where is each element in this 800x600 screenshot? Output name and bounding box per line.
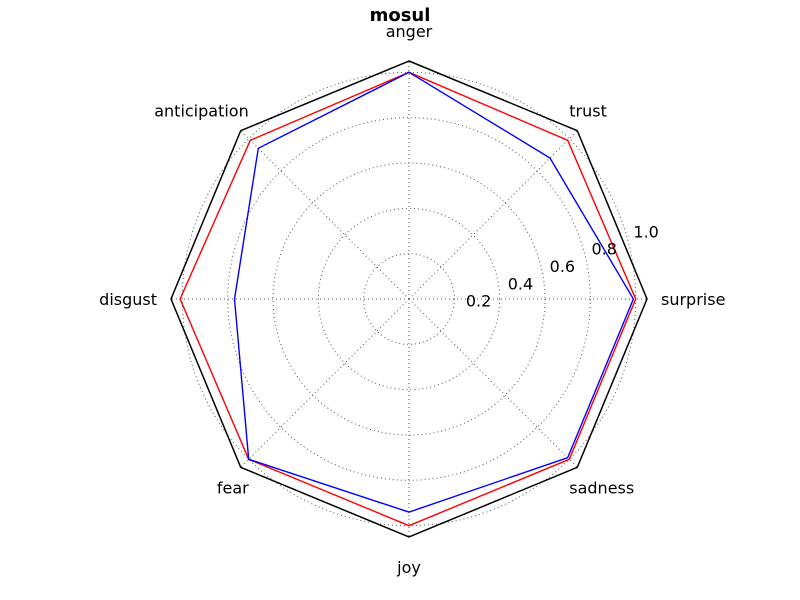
- series-line-1: [233, 71, 635, 513]
- chart-title: mosul: [370, 5, 431, 26]
- category-label-anger: anger: [386, 22, 433, 41]
- series-line-0: [179, 71, 637, 527]
- category-label-trust: trust: [569, 102, 607, 121]
- spoke-fear: [240, 298, 410, 468]
- grid-circle-0: [363, 253, 455, 345]
- radial-grid: [171, 61, 647, 537]
- radial-tick-labels: 0.2 0.4 0.6 0.8 1.0: [466, 222, 659, 310]
- spoke-sadness: [408, 298, 578, 468]
- series-layer: [179, 71, 637, 527]
- radial-tick-2: 0.6: [550, 257, 575, 276]
- category-label-fear: fear: [217, 478, 249, 497]
- grid-circle-3: [227, 117, 591, 481]
- frame-octagon: [170, 60, 648, 538]
- radial-tick-3: 0.8: [592, 240, 617, 259]
- category-label-surprise: surprise: [661, 290, 725, 309]
- category-labels: anger trust surprise sadness joy fear disgust a…: [99, 22, 725, 577]
- category-label-anticipation: anticipation: [154, 102, 249, 121]
- radial-tick-4: 1.0: [633, 222, 658, 241]
- polar-frame: [170, 60, 648, 538]
- grid-circle-1: [317, 207, 501, 391]
- category-label-sadness: sadness: [569, 478, 634, 497]
- spoke-anticipation: [240, 130, 410, 300]
- category-label-joy: joy: [396, 558, 421, 577]
- category-label-disgust: disgust: [99, 290, 157, 309]
- radial-tick-1: 0.4: [508, 274, 533, 293]
- radial-tick-0: 0.2: [466, 292, 491, 311]
